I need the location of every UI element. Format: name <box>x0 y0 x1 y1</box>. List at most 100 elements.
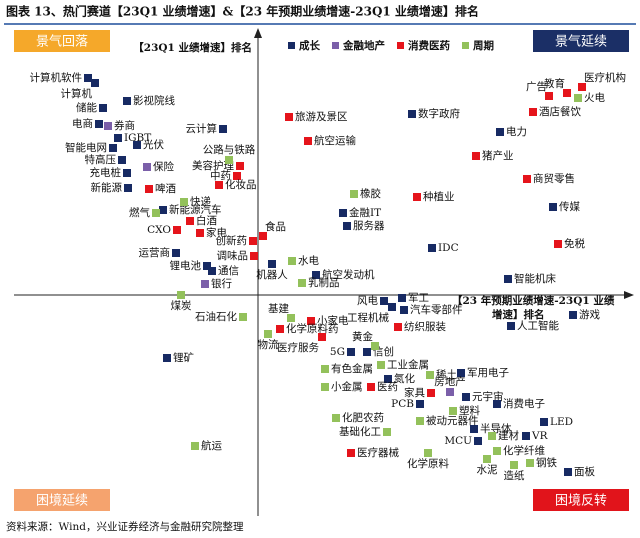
point-label: 美容护理 <box>192 159 234 172</box>
point-label: VR <box>531 430 549 442</box>
point <box>321 383 329 391</box>
point <box>496 128 504 136</box>
point <box>574 94 582 102</box>
point <box>318 333 326 341</box>
legend-marker <box>332 42 339 49</box>
point-label: 航运 <box>201 439 222 452</box>
point <box>522 432 530 440</box>
point <box>446 388 454 396</box>
point-label: 快递 <box>190 195 211 208</box>
point <box>371 342 379 350</box>
point <box>563 89 571 97</box>
point-label: 军工 <box>408 292 429 304</box>
point-label: 医疗机构 <box>584 71 626 84</box>
point-label: 免税 <box>564 237 585 250</box>
point-label: 保险 <box>153 160 174 173</box>
quadrant-label: 景气延续 <box>555 34 607 50</box>
point <box>285 113 293 121</box>
point <box>488 432 496 440</box>
point <box>380 297 388 305</box>
point-label: 物流 <box>258 338 279 351</box>
point-label: 教育 <box>544 77 565 90</box>
point-label: 家电 <box>206 226 227 239</box>
point <box>504 275 512 283</box>
point-label: CXO <box>147 224 171 236</box>
point <box>312 271 320 279</box>
point-label: 化学原料 <box>407 457 449 470</box>
point <box>347 348 355 356</box>
point <box>394 323 402 331</box>
point-label: 家具 <box>404 386 425 399</box>
point <box>474 437 482 445</box>
point <box>173 226 181 234</box>
point <box>413 193 421 201</box>
point-label: 5G <box>330 346 345 358</box>
point-label: 食品 <box>265 220 286 233</box>
point <box>99 104 107 112</box>
point-label: 氮化 <box>394 372 415 385</box>
legend-marker <box>462 42 469 49</box>
point <box>236 162 244 170</box>
point <box>367 383 375 391</box>
point <box>239 313 247 321</box>
point-label: 公路与铁路 <box>203 143 256 156</box>
point <box>350 190 358 198</box>
point-label: 新能源 <box>91 181 123 194</box>
point <box>201 280 209 288</box>
point <box>343 222 351 230</box>
point-label: 啤酒 <box>155 182 176 195</box>
point-label: 化肥农药 <box>342 411 384 424</box>
quadrant-label: 困境延续 <box>36 494 88 509</box>
point-label: 酒店餐饮 <box>539 105 581 118</box>
point-label: 化学纤维 <box>503 444 545 457</box>
point-label: 服务器 <box>353 219 385 232</box>
point <box>540 418 548 426</box>
point-label: 火电 <box>584 91 605 104</box>
legend-label: 金融地产 <box>342 39 385 52</box>
point <box>264 330 272 338</box>
point <box>123 169 131 177</box>
point-label: 橡胶 <box>360 187 381 200</box>
point-label: 消费电子 <box>503 397 545 410</box>
point <box>287 314 295 322</box>
point-label: MCU <box>444 435 472 447</box>
point-label: 锂电池 <box>170 259 202 272</box>
point-label: LED <box>550 416 573 428</box>
point-label: 创新药 <box>216 234 248 247</box>
point <box>191 442 199 450</box>
point <box>276 325 284 333</box>
legend-marker <box>288 42 295 49</box>
point-label: IGBT <box>124 132 151 144</box>
point <box>118 156 126 164</box>
point-label: 银行 <box>211 277 232 290</box>
point-label: 通信 <box>218 265 239 277</box>
point-label: 金融IT <box>349 206 381 219</box>
point <box>298 279 306 287</box>
point-label: 电商 <box>72 117 93 130</box>
point <box>114 134 122 142</box>
point-label: 数字政府 <box>418 107 460 120</box>
point <box>145 185 153 193</box>
point <box>472 152 480 160</box>
point-label: 电力 <box>506 125 527 138</box>
point <box>554 240 562 248</box>
point-label: 中药 <box>210 169 231 182</box>
point-label: 造纸 <box>504 469 525 482</box>
point <box>493 447 501 455</box>
point-label: 白酒 <box>196 214 217 227</box>
point <box>95 120 103 128</box>
point <box>569 311 577 319</box>
quadrant-label: 景气回落 <box>36 34 88 50</box>
point <box>208 267 216 275</box>
point <box>424 449 432 457</box>
point-label: 特高压 <box>85 153 117 166</box>
point <box>288 257 296 265</box>
x-axis-label: 【23 年预期业绩增速-23Q1 业绩 <box>452 294 615 307</box>
point <box>123 97 131 105</box>
point-label: 种植业 <box>423 190 455 203</box>
point-label: 游戏 <box>579 308 600 321</box>
point-label: 煤炭 <box>171 299 192 312</box>
point <box>219 125 227 133</box>
point <box>449 407 457 415</box>
point-label: 面板 <box>574 465 595 478</box>
